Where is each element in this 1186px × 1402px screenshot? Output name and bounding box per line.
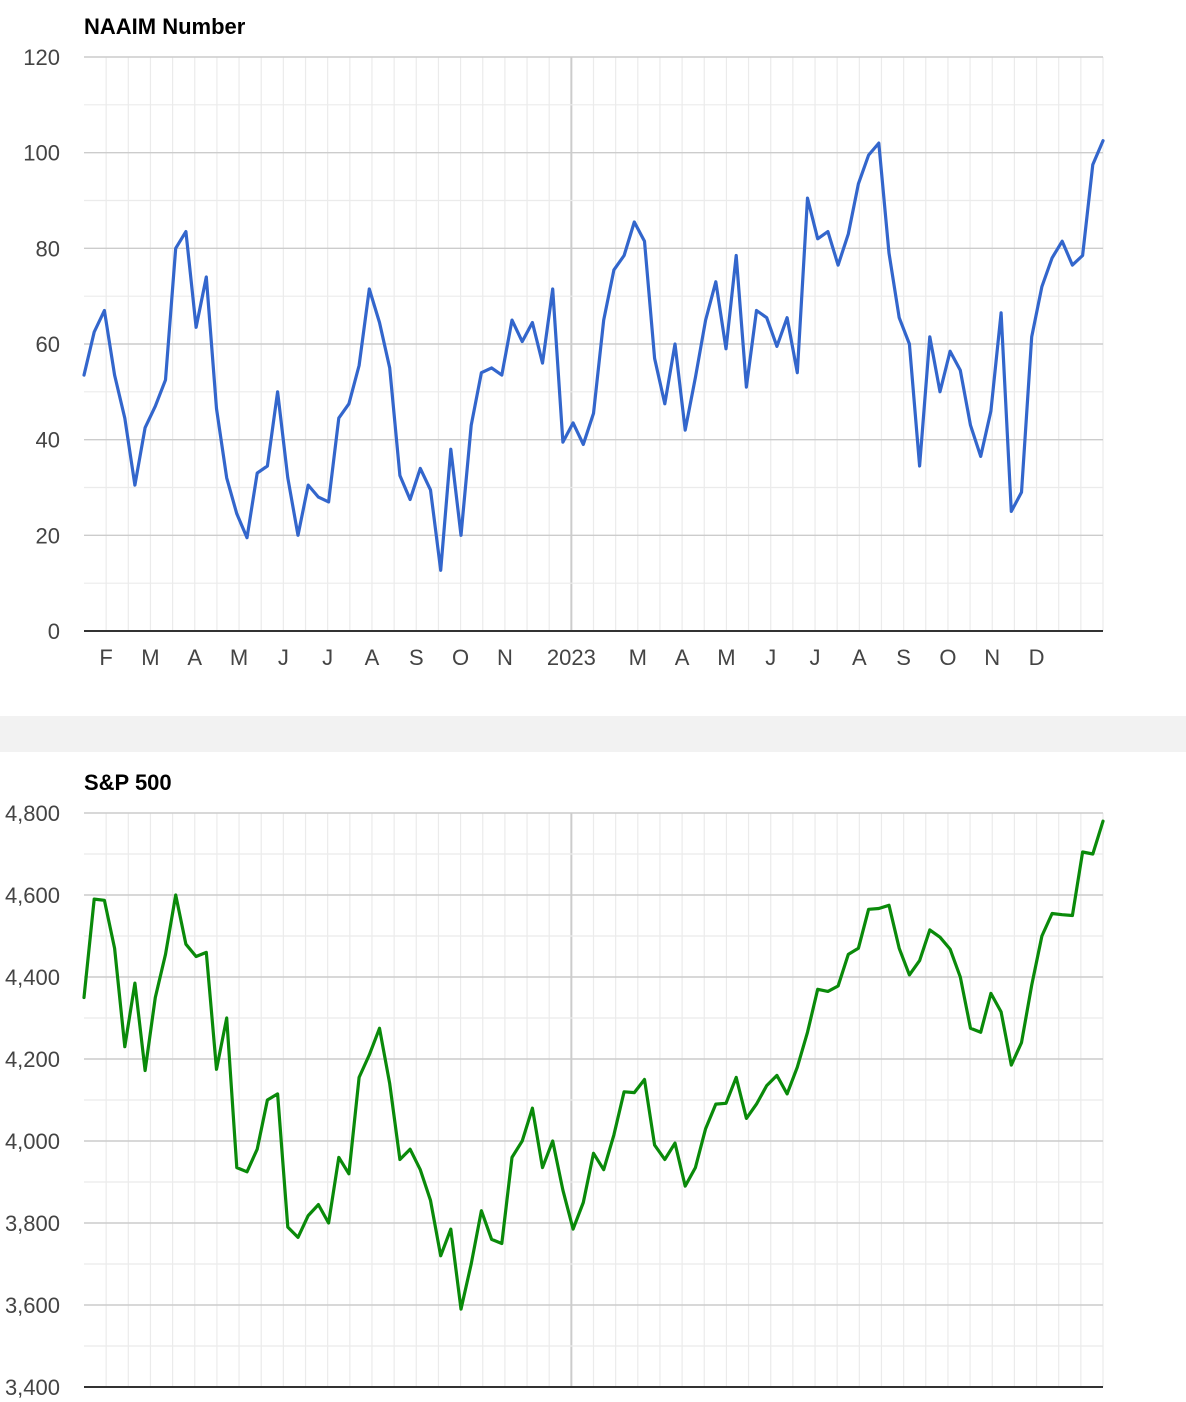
y-tick-label: 3,600 (5, 1293, 60, 1318)
x-tick-label: A (365, 645, 380, 670)
x-tick-label: D (1029, 645, 1045, 670)
naaim-chart-panel: NAAIM Number 0 20 40 60 80 100 120 F M A M J J A S O N 2… (23, 14, 1105, 670)
chart-title: S&P 500 (84, 770, 172, 795)
y-axis-ticks: 0 20 40 60 80 100 120 (23, 45, 60, 644)
x-tick-label: S (896, 645, 911, 670)
x-tick-label: N (497, 645, 513, 670)
x-tick-label: M (629, 645, 647, 670)
x-tick-label: 2023 (547, 645, 596, 670)
x-tick-label: S (409, 645, 424, 670)
x-axis-ticks: F M A M J J A S O N 2023 M A M J J A S O N D (99, 645, 1044, 670)
y-tick-label: 80 (36, 236, 60, 261)
y-tick-label: 0 (48, 619, 60, 644)
x-tick-label: J (322, 645, 333, 670)
x-tick-label: A (852, 645, 867, 670)
y-tick-label: 4,800 (5, 801, 60, 826)
x-tick-label: J (765, 645, 776, 670)
y-axis-ticks: 3,400 3,600 3,800 4,000 4,200 4,400 4,600 4,800 (5, 801, 60, 1400)
y-tick-label: 120 (23, 45, 60, 70)
x-tick-label: O (452, 645, 469, 670)
x-tick-label: A (675, 645, 690, 670)
y-tick-label: 3,800 (5, 1211, 60, 1236)
panel-separator (0, 716, 1186, 752)
naaim-chart: NAAIM Number 0 20 40 60 80 100 120 F M A M J J A S O N 2… (23, 14, 1105, 670)
x-tick-label: J (278, 645, 289, 670)
x-tick-label: M (141, 645, 159, 670)
y-tick-label: 60 (36, 332, 60, 357)
y-tick-label: 40 (36, 428, 60, 453)
x-tick-label: O (939, 645, 956, 670)
y-tick-label: 4,000 (5, 1129, 60, 1154)
x-tick-label: N (984, 645, 1000, 670)
x-tick-label: J (810, 645, 821, 670)
series-line-naaim (82, 139, 1105, 572)
y-tick-label: 4,600 (5, 883, 60, 908)
x-tick-label: M (230, 645, 248, 670)
y-tick-label: 4,200 (5, 1047, 60, 1072)
series-line-spx (82, 819, 1105, 1311)
x-tick-label: M (717, 645, 735, 670)
grid (84, 812, 1104, 1387)
y-tick-label: 100 (23, 141, 60, 166)
x-tick-label: F (99, 645, 112, 670)
y-tick-label: 3,400 (5, 1375, 60, 1400)
spx-chart-panel: S&P 500 3,400 3,600 3,800 4,000 4,200 4,400 4,… (0, 752, 1186, 1402)
chart-title: NAAIM Number (84, 14, 246, 39)
spx-chart: S&P 500 3,400 3,600 3,800 4,000 4,200 4,400 4,… (5, 770, 1105, 1400)
y-tick-label: 20 (36, 523, 60, 548)
x-tick-label: A (187, 645, 202, 670)
grid (84, 56, 1104, 631)
y-tick-label: 4,400 (5, 965, 60, 990)
